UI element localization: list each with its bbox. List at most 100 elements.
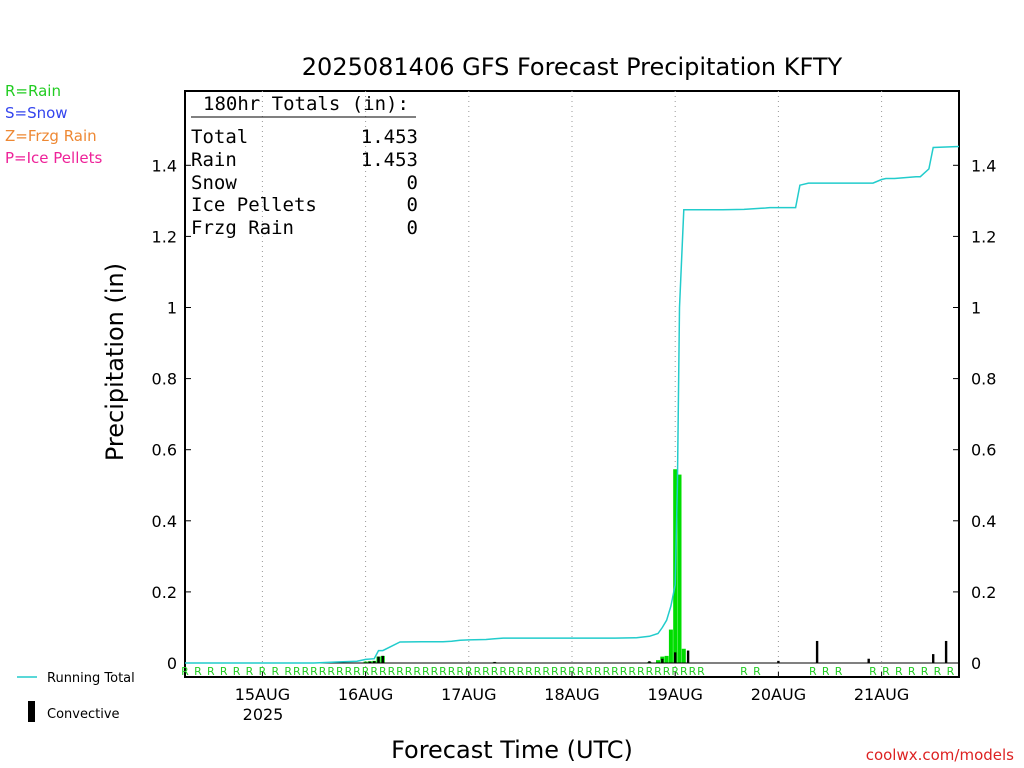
rain-type-marker: R: [388, 665, 396, 678]
convective-bar: [661, 658, 664, 663]
totals-value-ice-pellets: 0: [407, 194, 418, 216]
rain-type-marker: R: [525, 665, 533, 678]
y-tick-label-right: 0: [971, 654, 981, 673]
plot-frame: [184, 90, 960, 678]
rain-type-marker: R: [246, 665, 254, 678]
rain-type-marker: R: [680, 665, 688, 678]
rain-type-marker: R: [448, 665, 456, 678]
rain-type-marker: R: [310, 665, 318, 678]
convective-bar: [867, 658, 870, 663]
y-tick-label-left: 1: [167, 299, 177, 318]
rain-type-marker: R: [947, 665, 955, 678]
rain-type-marker: R: [542, 665, 550, 678]
y-tick-label-right: 0.2: [971, 583, 996, 602]
y-tick-label-left: 0.8: [152, 370, 177, 389]
totals-value-rain: 1.453: [361, 149, 418, 171]
convective-bar: [777, 660, 780, 663]
rain-type-marker: R: [362, 665, 370, 678]
rain-type-marker: R: [534, 665, 542, 678]
totals-label-rain: Rain: [191, 149, 237, 171]
totals-value-snow: 0: [407, 172, 418, 194]
convective-bar: [944, 640, 948, 663]
y-tick-label-left: 0.4: [152, 512, 177, 531]
rain-type-marker: R: [611, 665, 619, 678]
rain-bar: [677, 474, 682, 663]
totals-label-snow: Snow: [191, 172, 237, 194]
legend-rain: R=Rain: [5, 82, 61, 100]
rain-type-marker: R: [233, 665, 241, 678]
convective-legend-swatch: [28, 701, 35, 722]
rain-type-marker: R: [637, 665, 645, 678]
x-tick-label: 16AUG: [338, 685, 393, 704]
rain-type-marker: R: [753, 665, 761, 678]
running-total-legend-label: Running Total: [47, 671, 135, 686]
x-axis-label: Forecast Time (UTC): [391, 736, 633, 764]
convective-bar: [377, 656, 380, 663]
rain-type-marker: R: [439, 665, 447, 678]
rain-bars: [337, 469, 686, 664]
rain-type-marker: R: [379, 665, 387, 678]
y-axis-ticks: 0 00.2 0.20.4 0.40.6 0.60.8 0.81 11.2 1.21.4 1.4: [152, 156, 997, 673]
convective-bar: [815, 640, 819, 663]
convective-bar: [648, 661, 651, 663]
rain-type-marker: R: [284, 665, 292, 678]
rain-type-marker: R: [594, 665, 602, 678]
rain-type-marker: R: [809, 665, 817, 678]
rain-type-marker: R: [181, 665, 189, 678]
chart-title: 2025081406 GFS Forecast Precipitation KF…: [302, 53, 843, 81]
legend-ice-pellets: P=Ice Pellets: [5, 149, 102, 167]
rain-type-marker: R: [413, 665, 421, 678]
rain-type-marker: R: [271, 665, 279, 678]
y-tick-label-left: 1.2: [152, 227, 177, 246]
rain-type-marker: R: [560, 665, 568, 678]
rain-type-marker: R: [422, 665, 430, 678]
rain-type-marker: R: [474, 665, 482, 678]
rain-type-marker: R: [654, 665, 662, 678]
rain-type-marker: R: [293, 665, 301, 678]
rain-type-marker: R: [822, 665, 830, 678]
convective-bar: [686, 650, 690, 663]
rain-type-marker: R: [551, 665, 559, 678]
y-tick-label-left: 0.6: [152, 441, 177, 460]
totals-label-frzg-rain: Frzg Rain: [191, 217, 294, 239]
legend-frzg-rain: Z=Frzg Rain: [5, 127, 97, 145]
rain-type-marker: R: [869, 665, 877, 678]
rain-type-marker: R: [259, 665, 267, 678]
credit-text: coolwx.com/models: [866, 746, 1014, 764]
rain-type-marker: R: [689, 665, 697, 678]
rain-type-marker: R: [491, 665, 499, 678]
rain-type-marker: R: [465, 665, 473, 678]
rain-type-marker: R: [207, 665, 215, 678]
rain-type-marker: R: [646, 665, 654, 678]
rain-type-marker: R: [431, 665, 439, 678]
convective-bar: [932, 654, 935, 663]
rain-type-marker: R: [456, 665, 464, 678]
x-tick-label: 20AUG: [751, 685, 806, 704]
y-tick-label-left: 0.2: [152, 583, 177, 602]
convective-bar: [381, 655, 384, 663]
totals-box: 180hr Totals (in): Total 1.453 Rain 1.45…: [191, 93, 418, 239]
rain-type-marker: R: [568, 665, 576, 678]
x-axis-ticks: 15AUG 16AUG 17AUG 18AUG 19AUG 20AUG 21AUG: [235, 672, 909, 704]
x-tick-label: 21AUG: [854, 685, 909, 704]
totals-label-total: Total: [191, 126, 248, 148]
rain-type-marker: R: [370, 665, 378, 678]
rain-type-marker: R: [319, 665, 327, 678]
rain-type-marker: R: [740, 665, 748, 678]
y-tick-label-right: 0.6: [971, 441, 996, 460]
rain-type-marker: R: [620, 665, 628, 678]
totals-value-frzg-rain: 0: [407, 217, 418, 239]
rain-bar: [681, 648, 686, 663]
rain-type-marker: R: [327, 665, 335, 678]
y-tick-label-right: 1: [971, 299, 981, 318]
rain-type-marker: R: [508, 665, 516, 678]
x-tick-label: 18AUG: [544, 685, 599, 704]
convective-legend-label: Convective: [47, 707, 120, 722]
x-tick-label: 19AUG: [647, 685, 702, 704]
convective-bar: [373, 661, 376, 663]
rain-type-marker: R: [396, 665, 404, 678]
totals-label-ice-pellets: Ice Pellets: [191, 194, 317, 216]
rain-type-marker: R: [585, 665, 593, 678]
y-tick-label-right: 1.4: [971, 156, 996, 175]
